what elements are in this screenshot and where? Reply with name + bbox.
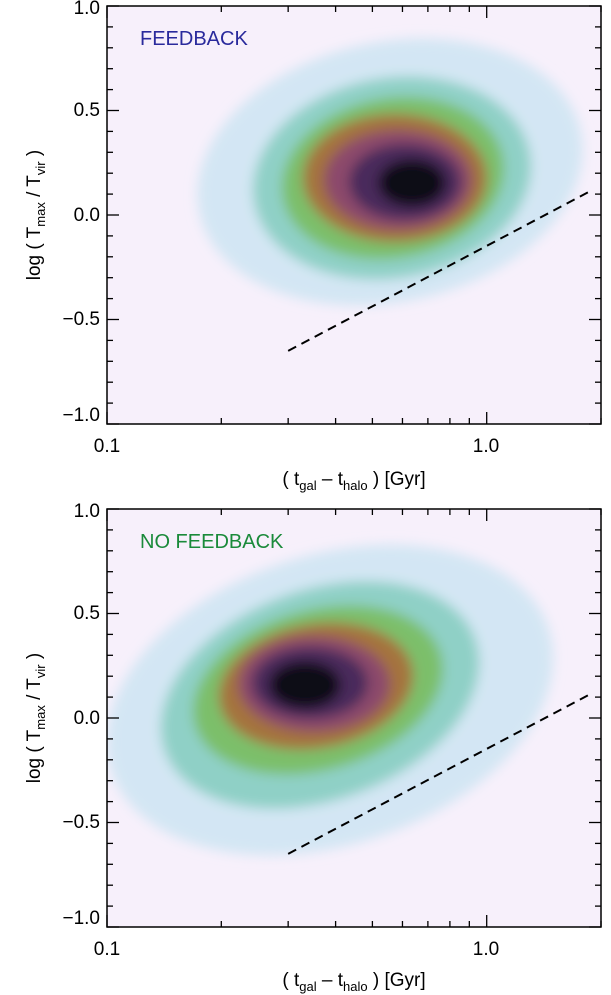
x-axis-label: ( tgal – thalo ) [Gyr] — [282, 469, 425, 493]
y-tick-label-0.0: 0.0 — [74, 708, 100, 729]
x-tick-label-1.0: 1.0 — [473, 939, 499, 960]
x-tick-label-1.0: 1.0 — [473, 436, 499, 457]
axis-ticks — [106, 5, 602, 425]
y-tick-label-1.0: 1.0 — [74, 501, 100, 522]
y-tick-label-0.5: 0.5 — [74, 603, 100, 624]
x-tick-label-0.1: 0.1 — [94, 939, 120, 960]
y-tick-label-minus-0.5: −0.5 — [62, 309, 100, 330]
axis-ticks — [106, 508, 602, 928]
x-tick-label-0.1: 0.1 — [94, 436, 120, 457]
density-contour-7 — [269, 661, 341, 709]
panel-feedback: FEEDBACK 1.0 0.5 0.0 −0.5 −1.0 0.1 1.0 (… — [24, 0, 602, 493]
panel-annotation: FEEDBACK — [140, 28, 248, 50]
y-tick-label-minus-1.0: −1.0 — [62, 908, 100, 929]
density-contour-7 — [378, 159, 446, 207]
y-tick-label-1.0: 1.0 — [74, 0, 100, 19]
y-tick-label-0.0: 0.0 — [74, 205, 100, 226]
y-tick-label-minus-0.5: −0.5 — [62, 812, 100, 833]
panel-no-feedback: NO FEEDBACK 1.0 0.5 0.0 −0.5 −1.0 0.1 1.… — [24, 501, 602, 994]
y-axis-label: log ( Tmax / Tvir ) — [24, 653, 48, 784]
density-heatmap — [197, 38, 583, 306]
dashed-line — [287, 189, 594, 352]
panel-annotation: NO FEEDBACK — [140, 531, 284, 553]
y-tick-label-minus-1.0: −1.0 — [62, 405, 100, 426]
x-axis-label: ( tgal – thalo ) [Gyr] — [282, 970, 425, 994]
y-tick-label-0.5: 0.5 — [74, 100, 100, 121]
dashed-line — [287, 692, 594, 855]
density-heatmap — [107, 544, 554, 856]
y-axis-label: log ( Tmax / Tvir ) — [24, 150, 48, 281]
